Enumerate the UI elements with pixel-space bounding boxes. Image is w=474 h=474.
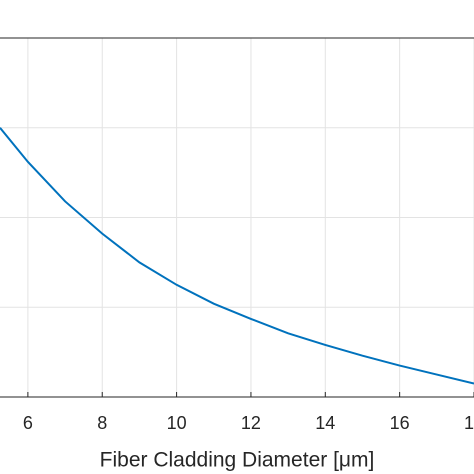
x-tick-label: 14 [315, 413, 335, 433]
line-series [0, 127, 474, 385]
x-tick-label: 18 [464, 413, 474, 433]
x-tick-label: 8 [97, 413, 107, 433]
x-tick-label: 10 [167, 413, 187, 433]
x-tick-label: 12 [241, 413, 261, 433]
x-tick-label: 6 [23, 413, 33, 433]
x-tick-label: 16 [390, 413, 410, 433]
x-axis-label: Fiber Cladding Diameter [μm] [100, 449, 375, 472]
